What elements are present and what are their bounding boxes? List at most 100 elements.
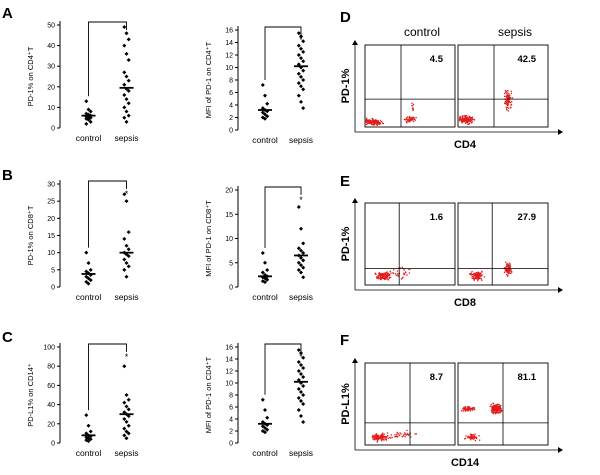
event-dot <box>406 433 408 435</box>
y-tick-label: 20 <box>47 84 55 91</box>
event-dot <box>373 435 376 437</box>
event-dot <box>508 93 510 95</box>
data-point-sepsis <box>126 397 131 402</box>
event-dot <box>492 403 494 405</box>
event-dot <box>498 406 500 408</box>
event-dot <box>504 101 506 103</box>
event-dot <box>395 436 397 438</box>
event-dot <box>377 274 380 277</box>
event-dot <box>380 435 382 437</box>
event-dot <box>406 274 408 276</box>
event-dot <box>504 102 506 105</box>
event-dot <box>506 264 508 266</box>
event-dot <box>367 120 369 123</box>
event-dot <box>381 433 383 435</box>
event-dot <box>469 433 472 435</box>
significance-bracket <box>264 343 302 395</box>
y-tick-label: 0 <box>229 128 233 135</box>
data-point-sepsis <box>299 372 303 376</box>
event-dot <box>506 269 508 271</box>
data-point-sepsis <box>296 53 301 57</box>
data-point-sepsis <box>296 204 301 209</box>
data-point-control <box>265 101 270 106</box>
y-tick-label: 4 <box>229 103 233 110</box>
event-dot <box>473 274 475 277</box>
event-dot <box>490 403 492 405</box>
event-dot <box>408 434 411 436</box>
event-dot <box>506 274 508 276</box>
event-dot <box>510 90 513 92</box>
event-dot <box>467 436 469 439</box>
event-dot <box>471 435 473 437</box>
event-dot <box>510 107 512 109</box>
event-dot <box>379 273 381 276</box>
y-tick-label: 5 <box>229 260 233 267</box>
event-dot <box>498 409 500 412</box>
y-tick-label: 10 <box>47 105 55 112</box>
event-dot <box>402 434 405 436</box>
data-point-control <box>260 110 265 115</box>
event-dot <box>507 266 510 269</box>
data-point-sepsis <box>296 268 301 273</box>
y-tick-label: 40 <box>47 43 55 50</box>
x-category-label: control <box>76 292 102 302</box>
event-dot <box>492 412 495 415</box>
y-tick-label: 20 <box>47 216 55 223</box>
significance-bracket <box>264 26 302 80</box>
event-dot <box>383 274 385 276</box>
event-dot <box>470 436 472 438</box>
event-dot <box>378 438 380 440</box>
data-point-sepsis <box>301 275 306 280</box>
event-dot <box>468 123 470 125</box>
event-dot <box>406 119 409 121</box>
y-tick-label: 6 <box>229 90 233 97</box>
event-dot <box>469 410 472 412</box>
data-point-control <box>263 116 267 121</box>
event-dot <box>498 412 501 414</box>
event-dot <box>408 116 410 118</box>
event-dot <box>479 276 481 278</box>
event-dot <box>473 279 475 281</box>
event-dot <box>376 124 378 126</box>
data-point-control <box>84 250 89 255</box>
event-dot <box>472 438 474 440</box>
event-dot <box>496 408 498 410</box>
event-dot <box>372 122 374 124</box>
event-dot <box>505 96 507 98</box>
significance-bracket <box>88 21 127 97</box>
data-point-control <box>263 430 267 435</box>
event-dot <box>507 270 509 272</box>
data-point-sepsis <box>126 37 131 42</box>
panel-letter-c: C <box>2 329 13 346</box>
event-dot <box>468 406 470 408</box>
data-point-sepsis <box>301 87 306 92</box>
event-dot <box>372 123 374 126</box>
event-dot <box>481 279 483 281</box>
event-dot <box>385 274 387 276</box>
y-tick-label: 10 <box>47 250 55 257</box>
event-dot <box>507 102 509 104</box>
event-dot <box>474 408 476 410</box>
event-dot <box>495 405 497 407</box>
event-dot <box>470 272 472 274</box>
data-point-sepsis <box>301 384 306 388</box>
event-dot <box>377 122 379 124</box>
event-dot <box>471 117 473 119</box>
data-point-sepsis <box>126 431 131 436</box>
x-category-label: sepsis <box>114 133 138 143</box>
event-dot <box>508 266 510 268</box>
event-dot <box>464 410 467 412</box>
event-dot <box>505 91 507 93</box>
event-dot <box>398 434 400 436</box>
event-dot <box>506 271 508 274</box>
event-dot <box>372 119 374 121</box>
event-dot <box>395 435 398 437</box>
event-dot <box>470 437 473 440</box>
event-dot <box>385 278 387 280</box>
data-point-sepsis <box>122 43 127 48</box>
event-dot <box>495 412 498 414</box>
y-tick-label: 15 <box>225 212 233 219</box>
data-point-sepsis <box>122 115 127 120</box>
event-dot <box>506 97 509 99</box>
scatter-chart-a-left: 0 10 20 30 40 50 PD-1% on CD4⁺T control sepsis * <box>26 21 139 143</box>
